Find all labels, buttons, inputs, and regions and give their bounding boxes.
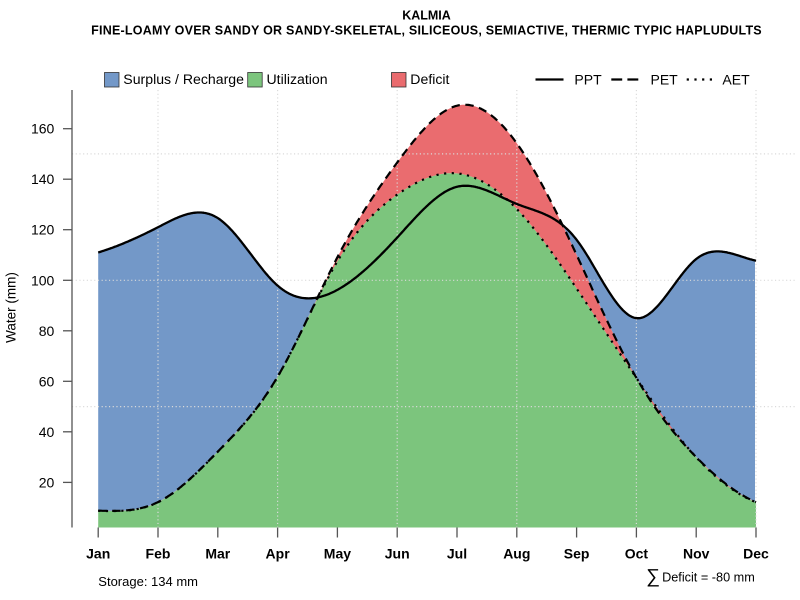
svg-text:FINE-LOAMY OVER SANDY OR SANDY: FINE-LOAMY OVER SANDY OR SANDY-SKELETAL,… bbox=[91, 24, 762, 38]
svg-text:Surplus / Recharge: Surplus / Recharge bbox=[123, 71, 244, 87]
svg-text:Mar: Mar bbox=[205, 546, 230, 562]
svg-text:Storage: 134 mm: Storage: 134 mm bbox=[98, 574, 198, 589]
svg-text:AET: AET bbox=[722, 71, 750, 87]
svg-text:100: 100 bbox=[31, 272, 55, 288]
svg-text:Utilization: Utilization bbox=[267, 71, 328, 87]
svg-text:160: 160 bbox=[31, 121, 55, 137]
svg-text:80: 80 bbox=[39, 323, 55, 339]
svg-text:140: 140 bbox=[31, 171, 55, 187]
svg-text:20: 20 bbox=[39, 474, 55, 490]
svg-text:60: 60 bbox=[39, 373, 55, 389]
svg-text:120: 120 bbox=[31, 222, 55, 238]
svg-text:Oct: Oct bbox=[625, 546, 649, 562]
svg-text:Jun: Jun bbox=[385, 546, 410, 562]
svg-text:40: 40 bbox=[39, 424, 55, 440]
svg-text:Sep: Sep bbox=[564, 546, 590, 562]
svg-text:Dec: Dec bbox=[743, 546, 769, 562]
svg-text:Nov: Nov bbox=[683, 546, 710, 562]
svg-text:Jan: Jan bbox=[86, 546, 110, 562]
svg-text:Feb: Feb bbox=[146, 546, 171, 562]
svg-text:PPT: PPT bbox=[574, 71, 602, 87]
svg-text:∑Deficit = -80 mm: ∑ Deficit = -80 mm bbox=[646, 565, 755, 587]
svg-text:May: May bbox=[324, 546, 351, 562]
svg-text:Deficit: Deficit bbox=[410, 71, 449, 87]
svg-text:Apr: Apr bbox=[266, 546, 291, 562]
svg-text:PET: PET bbox=[651, 71, 679, 87]
svg-text:KALMIA: KALMIA bbox=[402, 9, 451, 23]
svg-text:Water (mm): Water (mm) bbox=[4, 272, 19, 343]
svg-text:Jul: Jul bbox=[447, 546, 467, 562]
svg-text:Aug: Aug bbox=[503, 546, 530, 562]
